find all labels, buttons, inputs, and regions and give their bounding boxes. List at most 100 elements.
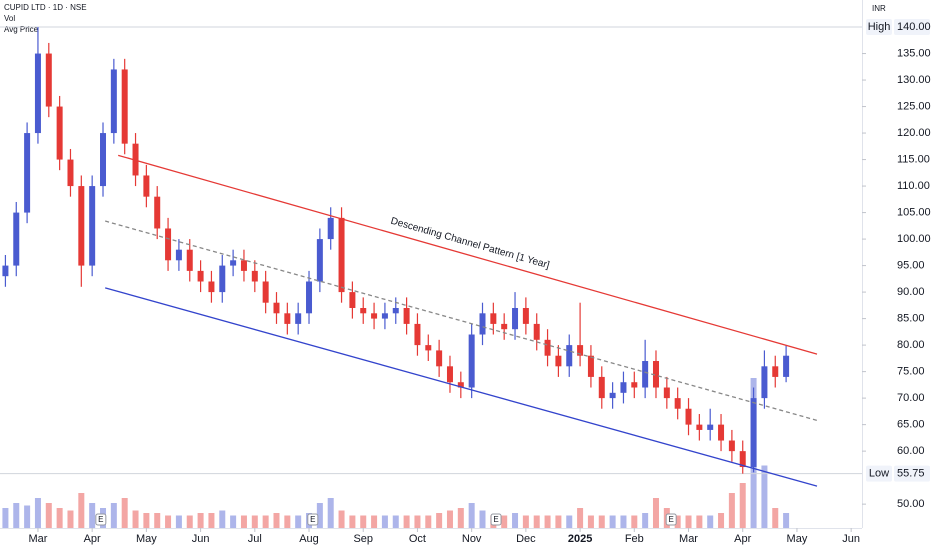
candle-body xyxy=(121,69,128,144)
y-tick-label: 85.00 xyxy=(897,313,925,325)
candle-body xyxy=(251,270,258,282)
volume-bar xyxy=(273,513,280,528)
y-tick-label: 60.00 xyxy=(897,445,925,457)
candle-body xyxy=(34,53,41,134)
x-tick-label: Oct xyxy=(409,533,426,545)
earnings-label: E xyxy=(493,515,498,524)
candle-body xyxy=(100,133,107,187)
candle-body xyxy=(555,355,562,367)
volume-bar xyxy=(392,515,399,528)
volume-bar xyxy=(175,515,182,528)
volume-bar xyxy=(13,503,20,528)
candle-body xyxy=(381,313,388,319)
indicator-label: Vol xyxy=(4,14,15,23)
candle-body xyxy=(295,313,302,324)
volume-bar xyxy=(45,503,52,528)
candle-body xyxy=(707,424,714,430)
x-tick-label: Aug xyxy=(299,533,319,545)
y-tick-label: 90.00 xyxy=(897,286,925,298)
y-tick-label: 125.00 xyxy=(897,100,931,112)
volume-bar xyxy=(555,515,562,528)
volume-bar xyxy=(631,515,638,528)
volume-bar xyxy=(403,515,410,528)
volume-bar xyxy=(327,498,334,528)
volume-bar xyxy=(652,498,659,528)
volume-bar xyxy=(620,515,627,528)
volume-bar xyxy=(262,515,269,528)
candle-body xyxy=(696,424,703,430)
volume-bar xyxy=(240,515,247,528)
price-marker-box xyxy=(866,19,892,36)
candle-body xyxy=(577,345,584,356)
x-tick-label: May xyxy=(787,533,808,545)
y-tick-label: 115.00 xyxy=(897,153,930,165)
candle-body xyxy=(143,175,150,197)
y-tick-label: 50.00 xyxy=(897,498,925,510)
x-tick-label: Jul xyxy=(248,533,262,545)
candle-body xyxy=(110,69,117,134)
candle-body xyxy=(598,376,605,399)
volume-bar xyxy=(349,515,356,528)
price-marker-value-box xyxy=(894,19,930,36)
price-marker-box xyxy=(866,465,892,482)
candle-body xyxy=(631,382,638,388)
candle-body xyxy=(479,313,486,335)
volume-bar xyxy=(2,508,9,528)
volume-bar xyxy=(414,515,421,528)
volume-bar xyxy=(696,515,703,528)
x-tick-label: Feb xyxy=(625,533,644,545)
y-tick-label: 130.00 xyxy=(897,74,931,86)
candle-body xyxy=(208,281,215,293)
volume-bar xyxy=(522,515,529,528)
candle-body xyxy=(306,281,313,314)
candle-body xyxy=(587,355,594,377)
volume-bar xyxy=(728,493,735,528)
candle-body xyxy=(425,345,432,351)
candle-body xyxy=(175,249,182,261)
candle-body xyxy=(56,106,63,160)
volume-bar xyxy=(642,513,649,528)
x-tick-label: Sep xyxy=(353,533,373,545)
volume-bar xyxy=(154,513,161,528)
candle-body xyxy=(230,260,237,266)
candle-body xyxy=(414,323,421,346)
candle-body xyxy=(750,398,757,468)
volume-bar xyxy=(533,515,540,528)
volume-bar xyxy=(685,515,692,528)
volume-bar xyxy=(121,498,128,528)
candle-body xyxy=(544,339,551,356)
candle-body xyxy=(371,313,378,319)
candle-body xyxy=(45,53,52,107)
volume-bar xyxy=(165,515,172,528)
volume-bar xyxy=(783,513,790,528)
candle-body xyxy=(728,440,735,452)
volume-bar xyxy=(24,505,31,528)
x-tick-label: Nov xyxy=(462,533,482,545)
y-tick-label: 120.00 xyxy=(897,127,931,139)
candle-body xyxy=(620,382,627,393)
y-tick-label: 70.00 xyxy=(897,392,925,404)
y-tick-label: 80.00 xyxy=(897,339,925,351)
y-tick-label: 100.00 xyxy=(897,233,931,245)
volume-bar xyxy=(674,515,681,528)
candle-body xyxy=(761,366,768,399)
candle-body xyxy=(663,387,670,399)
volume-bar xyxy=(577,508,584,528)
candle-body xyxy=(718,424,725,441)
volume-bar xyxy=(89,503,96,528)
volume-bar xyxy=(739,483,746,528)
trendline xyxy=(105,287,818,487)
indicator-label: Avg Price xyxy=(4,25,39,34)
candle-body xyxy=(67,159,74,187)
earnings-label: E xyxy=(98,515,103,524)
candle-body xyxy=(522,308,529,324)
volume-bar xyxy=(56,508,63,528)
volume-bar xyxy=(230,515,237,528)
volume-bar xyxy=(338,510,345,528)
volume-bar xyxy=(284,515,291,528)
x-tick-label: Apr xyxy=(734,533,751,545)
volume-bar xyxy=(110,503,117,528)
volume-bar xyxy=(132,510,139,528)
